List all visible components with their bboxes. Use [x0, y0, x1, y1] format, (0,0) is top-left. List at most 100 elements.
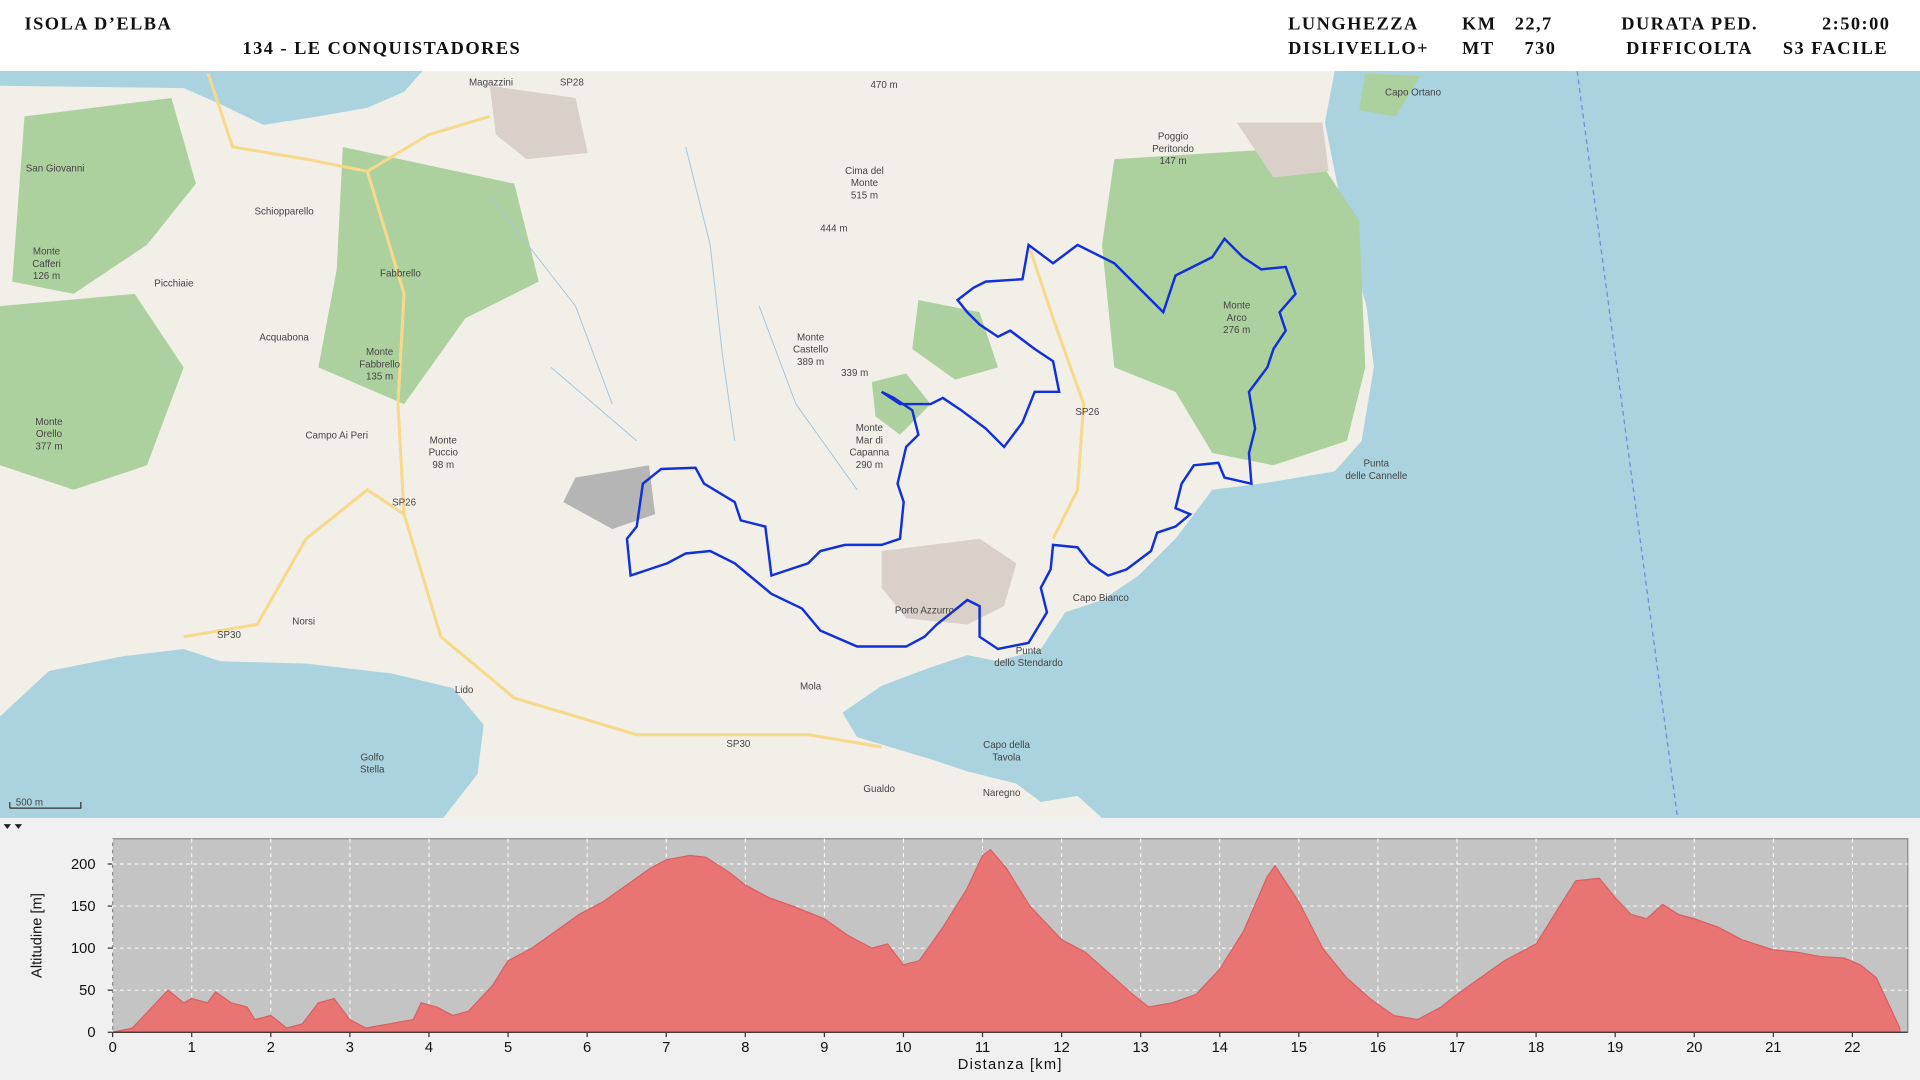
x-tick-label: 6: [583, 1040, 591, 1056]
map-label: dello Stendardo: [994, 658, 1063, 669]
map-label: SP26: [1075, 407, 1099, 418]
map-labels: Magazzini SP28 470 m Capo Ortano PoggioPerit…: [16, 78, 1442, 809]
map-label: Porto Azzurro: [895, 605, 955, 616]
map-label: Castello: [793, 345, 829, 356]
built-up: [489, 85, 1329, 625]
map-label: Poggio: [1158, 132, 1189, 143]
x-tick-label: 1: [188, 1040, 196, 1056]
map-label: Punta: [1364, 459, 1390, 470]
map-label: 377 m: [35, 441, 62, 452]
map-label: Lido: [455, 685, 474, 696]
map-label: Capo Ortano: [1385, 88, 1442, 99]
x-tick-label: 17: [1449, 1040, 1465, 1056]
map-label: Monte: [851, 178, 878, 189]
map-label: SP28: [560, 78, 584, 89]
map-label: SP30: [726, 739, 750, 750]
track: [625, 236, 1297, 651]
sea: [842, 71, 1920, 818]
map-label: Cima del: [845, 166, 884, 177]
x-tick-label: 3: [346, 1040, 354, 1056]
stat-value: S3 FACILE: [1783, 38, 1888, 58]
map-label: Capo Bianco: [1073, 593, 1130, 604]
scale-bar: [9, 802, 82, 809]
x-tick-label: 10: [895, 1040, 911, 1056]
stat-unit: MT: [1462, 38, 1495, 58]
map-label: Acquabona: [259, 332, 309, 343]
map-label: Fabbrello: [359, 359, 400, 370]
map-label: Monte: [797, 332, 824, 343]
map-label: 515 m: [851, 190, 878, 201]
stat-label: DURATA PED.: [1621, 13, 1758, 33]
map-label: Gualdo: [863, 784, 895, 795]
map-label: 290 m: [856, 460, 883, 471]
map-label: Puccio: [429, 448, 459, 459]
map-label: Norsi: [292, 616, 315, 627]
x-tick-label: 11: [975, 1040, 990, 1056]
map-label: Monte: [366, 347, 393, 358]
map-label: Monte: [1223, 301, 1250, 312]
map-label: Monte: [33, 247, 60, 258]
roads: [183, 72, 1086, 749]
stat-label: DIFFICOLTA: [1626, 38, 1753, 58]
map-label: 276 m: [1223, 325, 1250, 336]
map-label: 444 m: [820, 223, 847, 234]
map-label: 126 m: [33, 271, 60, 282]
x-tick-label: 7: [662, 1040, 670, 1056]
map-label: Naregno: [983, 788, 1021, 799]
x-tick-label: 13: [1133, 1040, 1149, 1056]
map-label: Stella: [360, 765, 385, 776]
x-tick-label: 21: [1765, 1040, 1781, 1056]
sea: [0, 648, 484, 818]
map-label: Tavola: [992, 752, 1021, 763]
header-bg: [0, 0, 1920, 72]
y-axis-title: Altitudine [m]: [30, 893, 46, 978]
map-label: Orello: [36, 429, 63, 440]
map-label: Campo Ai Peri: [305, 430, 368, 441]
stat-value: 2:50:00: [1822, 13, 1890, 33]
ferry-route: [1576, 70, 1679, 819]
quarry: [563, 465, 656, 529]
map-label: 389 m: [797, 357, 824, 368]
map-label: 147 m: [1159, 156, 1186, 167]
x-tick-label: 20: [1686, 1040, 1702, 1056]
header: ISOLA D’ELBA 134 - LE CONQUISTADORES LUN…: [24, 13, 1890, 58]
x-tick-label: 8: [741, 1040, 749, 1056]
x-tick-label: 12: [1053, 1040, 1069, 1056]
route-title: 134 - LE CONQUISTADORES: [242, 38, 521, 58]
map-label: Schiopparello: [254, 206, 314, 217]
region-title: ISOLA D’ELBA: [24, 13, 172, 33]
sea: [0, 71, 423, 125]
x-tick-label: 9: [820, 1040, 828, 1056]
x-tick-label: 0: [109, 1040, 117, 1056]
x-tick-label: 18: [1528, 1040, 1544, 1056]
stat-value: 22,7: [1515, 13, 1553, 33]
stat-label: DISLIVELLO+: [1288, 38, 1429, 58]
map-label: Capo della: [983, 740, 1030, 751]
map-label: Golfo: [361, 752, 385, 763]
woods: [0, 73, 1421, 490]
y-tick-label: 50: [79, 983, 95, 999]
map-label: Cafferi: [32, 259, 61, 270]
map-label: Fabbrello: [380, 269, 421, 280]
x-tick-label: 22: [1844, 1040, 1860, 1056]
map-label: SP30: [217, 630, 241, 641]
map-label: 135 m: [366, 372, 393, 383]
x-tick-label: 15: [1291, 1040, 1307, 1056]
map-label: 339 m: [841, 368, 868, 379]
x-axis-title: Distanza [km]: [958, 1057, 1063, 1073]
map-label: Picchiaie: [154, 279, 193, 290]
map-label: San Giovanni: [26, 163, 85, 174]
map-label: Arco: [1227, 313, 1248, 324]
map-label: Punta: [1016, 646, 1042, 657]
map-label: Capanna: [850, 448, 890, 459]
y-tick-label: 0: [87, 1025, 95, 1041]
map-label: delle Cannelle: [1345, 471, 1407, 482]
map-label: Magazzini: [469, 78, 513, 89]
x-tick-label: 19: [1607, 1040, 1623, 1056]
map-label: 98 m: [432, 460, 454, 471]
x-tick-label: 5: [504, 1040, 512, 1056]
map-label: Monte: [35, 417, 62, 428]
